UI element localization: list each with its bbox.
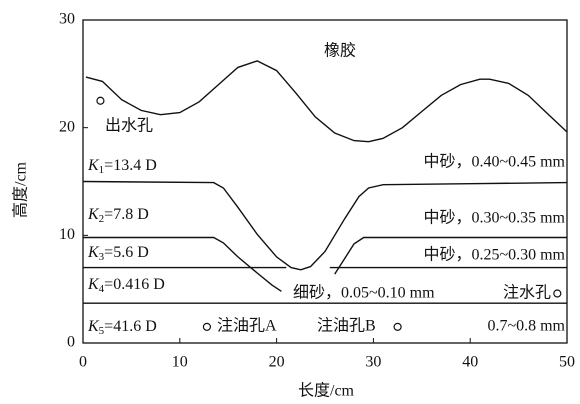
material-label: 中砂，0.30~0.35 mm <box>423 209 565 227</box>
layer-index: 4 <box>99 283 105 295</box>
layer-index: 5 <box>99 325 105 337</box>
layer-index: 3 <box>99 251 105 263</box>
material-label: 中砂，0.40~0.45 mm <box>423 153 565 171</box>
y-axis-label: 高度/cm <box>12 161 30 218</box>
x-tick-label: 40 <box>462 354 478 371</box>
layer-label: K4=0.416 D <box>87 276 165 295</box>
layer-label: K3=5.6 D <box>87 244 149 263</box>
x-axis-label: 长度/cm <box>298 382 355 400</box>
layer-symbol: K <box>87 157 100 174</box>
hole-marker <box>553 289 562 298</box>
layer-symbol: K <box>87 244 100 261</box>
hole-label: 注油孔A <box>217 317 277 335</box>
layer-label: K5=41.6 D <box>87 318 157 337</box>
x-tick-label: 50 <box>559 354 575 371</box>
x-tick-label: 0 <box>79 354 87 371</box>
layer-value: =41.6 D <box>104 318 157 335</box>
x-tick-label: 20 <box>269 354 285 371</box>
hole-label: 注水孔 <box>503 284 551 302</box>
rubber-label: 橡胶 <box>324 42 356 60</box>
layer-symbol: K <box>87 206 100 223</box>
layer-label: K2=7.8 D <box>87 206 149 225</box>
x-tick-label: 30 <box>365 354 381 371</box>
y-tick-label: 10 <box>59 226 75 243</box>
layer-symbol: K <box>87 318 100 335</box>
y-tick-label: 30 <box>59 11 75 28</box>
hole-marker <box>393 322 402 331</box>
layer-value: =5.6 D <box>104 244 149 261</box>
layer-symbol: K <box>87 276 100 293</box>
boundary-line <box>85 60 568 143</box>
hole-label: 出水孔 <box>105 117 153 135</box>
layer-label: K1=13.4 D <box>87 157 157 176</box>
x-tick-label: 10 <box>172 354 188 371</box>
boundary-line <box>82 180 568 271</box>
y-tick-label: 0 <box>67 334 75 351</box>
layer-value: =7.8 D <box>104 206 149 223</box>
y-tick-label: 20 <box>59 118 75 135</box>
layer-value: =0.416 D <box>104 276 165 293</box>
hole-label: 注油孔B <box>317 317 376 335</box>
hole-marker <box>96 96 105 105</box>
layer-index: 1 <box>99 164 105 176</box>
boundary-line <box>83 236 567 292</box>
material-label: 中砂，0.25~0.30 mm <box>423 246 565 264</box>
layer-index: 2 <box>99 213 105 225</box>
material-label: 0.7~0.8 mm <box>487 318 565 335</box>
layer-value: =13.4 D <box>104 157 157 174</box>
hole-marker <box>202 322 212 331</box>
material-label: 细砂，0.05~0.10 mm <box>293 284 435 302</box>
